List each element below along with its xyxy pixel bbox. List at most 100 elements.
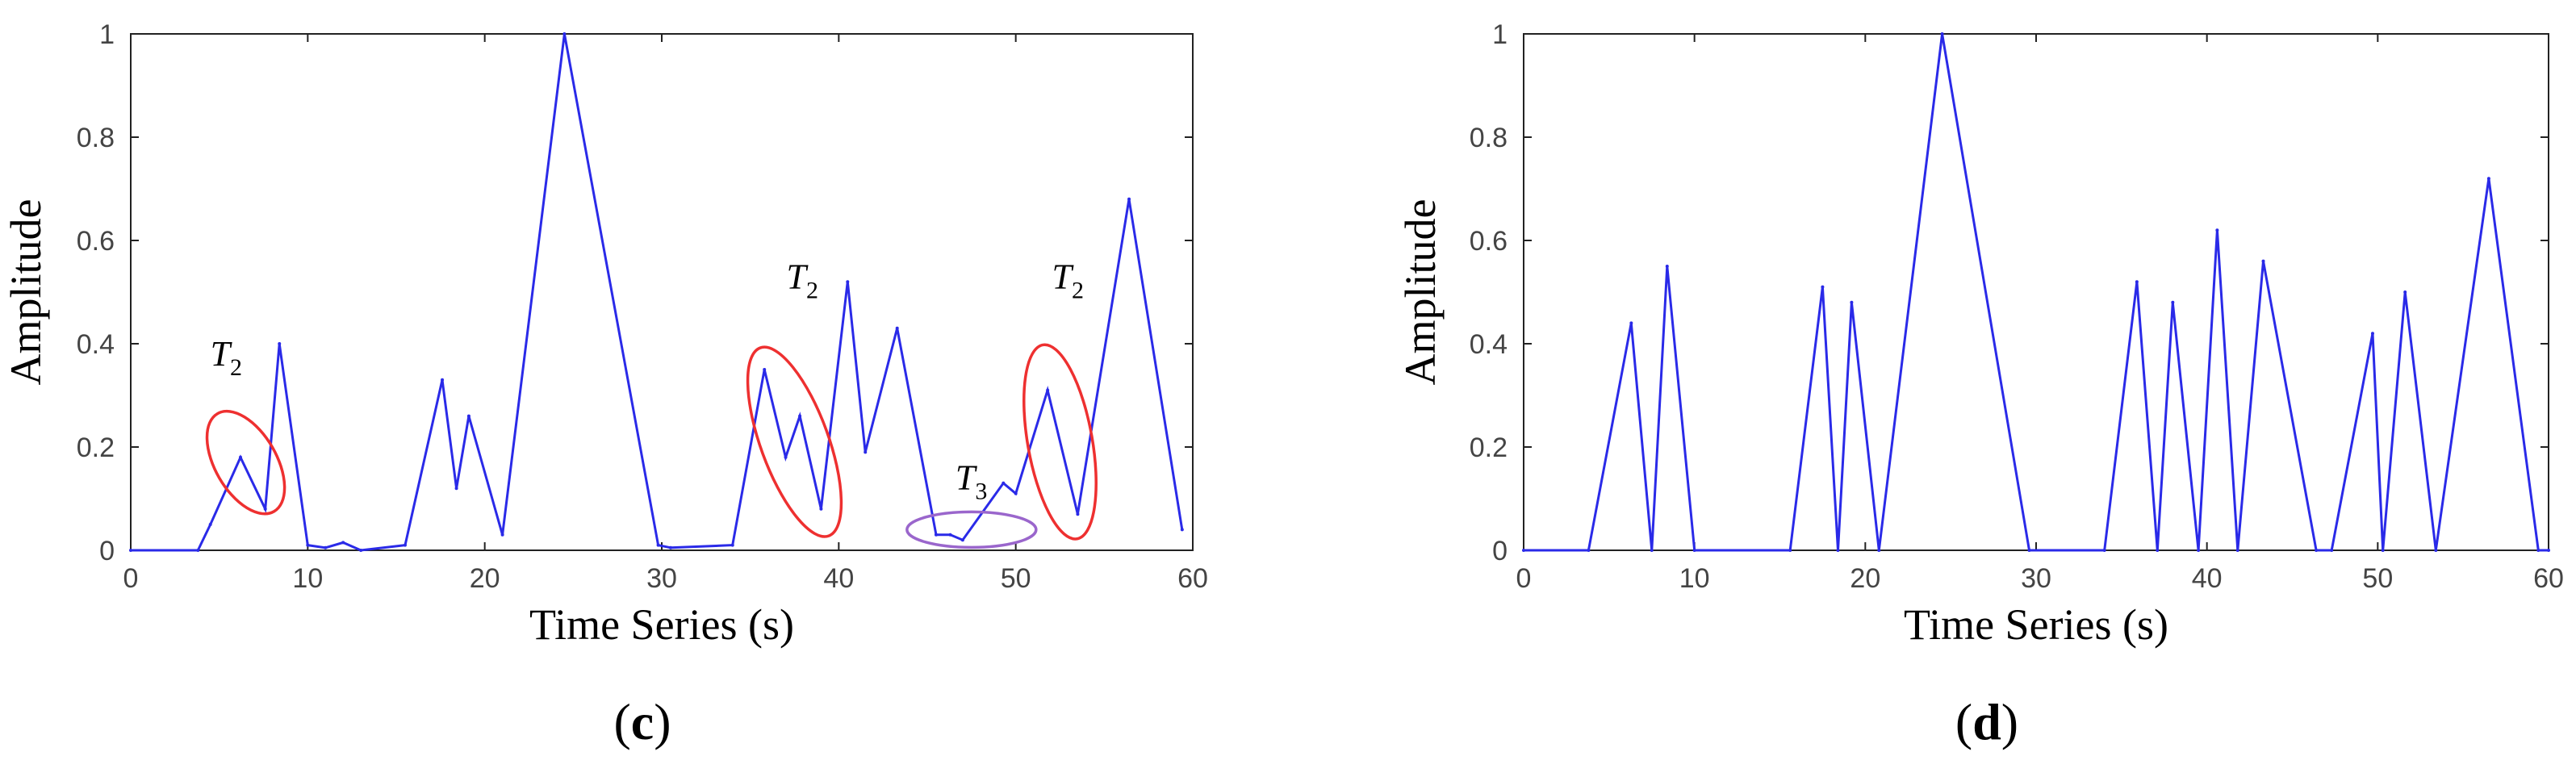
x-tick-label: 0 [1516, 563, 1532, 594]
y-tick-label: 0 [99, 536, 115, 566]
x-tick-label: 50 [2362, 563, 2393, 594]
data-point [562, 32, 567, 36]
data-point [895, 326, 899, 330]
chart-c: 0 10 20 30 40 50 60 0 0.2 0.4 0.6 0.8 1 Time Series (… [2, 19, 1208, 649]
x-tick-label: 40 [823, 563, 854, 594]
plot-frame [1523, 33, 2549, 551]
data-point [2381, 549, 2385, 552]
data-point [1650, 549, 1654, 552]
y-tick-label: 0.2 [77, 432, 115, 463]
y-tick-label: 0.4 [77, 329, 115, 360]
data-point [2547, 549, 2550, 552]
data-point [2536, 549, 2540, 552]
data-point [1821, 285, 1825, 289]
y-tick-label: 0.6 [1470, 226, 1508, 257]
data-point [1076, 512, 1080, 516]
y-tick-label: 0.2 [1470, 432, 1508, 463]
annotation-label: T2 [787, 257, 818, 304]
data-point [2156, 549, 2160, 552]
data-point [798, 414, 802, 418]
annotation-ellipse [205, 409, 286, 516]
x-tick-label: 0 [123, 563, 139, 594]
y-tick-label: 0.8 [1470, 123, 1508, 153]
data-point [208, 523, 212, 526]
chart-d: 0 10 20 30 40 50 60 0 0.2 0.4 0.6 0.8 1 Time Series (… [1396, 19, 2564, 649]
data-point [1850, 300, 1854, 304]
y-axis-label: Amplitude [1396, 199, 1445, 386]
data-point [2171, 300, 2175, 304]
data-point [2434, 549, 2438, 552]
data-point [466, 414, 470, 418]
x-tick-label: 60 [1177, 563, 1208, 594]
annotation-ellipse [905, 510, 1038, 549]
data-point [403, 543, 407, 547]
data-point [1046, 388, 1050, 392]
y-tick-label: 0.8 [77, 123, 115, 153]
data-point [934, 533, 938, 537]
data-point [1180, 528, 1184, 532]
data-point [2102, 549, 2106, 552]
data-point [668, 545, 672, 549]
data-point [1940, 32, 1944, 36]
data-point [1665, 265, 1669, 268]
data-point [763, 368, 767, 371]
data-point [846, 280, 850, 284]
panel-caption-d: (d) [1955, 693, 2019, 750]
data-point [2197, 549, 2201, 552]
data-point [960, 538, 964, 542]
x-axis-label: Time Series (s) [529, 600, 794, 649]
y-tick-label: 1 [1492, 19, 1508, 50]
series-line [1524, 33, 2549, 552]
x-tick-label: 50 [1001, 563, 1031, 594]
data-point [441, 378, 445, 382]
x-axis-label: Time Series (s) [1904, 600, 2168, 649]
y-tick-label: 0 [1492, 536, 1508, 566]
data-point [1788, 549, 1792, 552]
data-point [2370, 332, 2374, 336]
data-point [784, 455, 788, 459]
data-point [864, 450, 868, 454]
data-point [1002, 481, 1006, 485]
data-point [730, 543, 734, 547]
data-point [1587, 549, 1591, 552]
data-point [2235, 549, 2239, 552]
data-point [1629, 321, 1633, 325]
data-point [278, 342, 282, 345]
data-point [819, 507, 823, 511]
data-point [2403, 290, 2407, 294]
data-point [1692, 549, 1696, 552]
data-point [341, 541, 345, 545]
data-point [324, 545, 328, 549]
series-line [131, 33, 1184, 552]
panel-caption-c: (c) [613, 693, 671, 750]
y-tick-label: 0.4 [1470, 329, 1508, 360]
annotation-label: T3 [956, 458, 987, 504]
data-point [1014, 491, 1018, 495]
x-tick-label: 20 [470, 563, 500, 594]
x-tick-label: 10 [292, 563, 323, 594]
data-point [2135, 280, 2139, 284]
x-tick-label: 30 [646, 563, 677, 594]
annotation-label: T2 [1052, 257, 1084, 304]
data-point [1127, 197, 1131, 201]
data-point [454, 487, 458, 491]
x-tick-label: 60 [2533, 563, 2564, 594]
data-point [2486, 177, 2490, 181]
data-point [359, 549, 363, 552]
data-point [1836, 549, 1840, 552]
data-point [2330, 549, 2334, 552]
data-point [656, 543, 660, 547]
data-point [2261, 259, 2265, 263]
data-point [263, 507, 267, 511]
annotation-label: T2 [211, 334, 242, 381]
x-tick-label: 10 [1679, 563, 1710, 594]
data-point [2315, 549, 2319, 552]
data-point [196, 549, 200, 552]
x-tick-label: 20 [1850, 563, 1880, 594]
data-point [1522, 549, 1525, 552]
data-point [1877, 549, 1881, 552]
y-tick-label: 0.6 [77, 226, 115, 257]
data-point [500, 533, 504, 537]
data-point [238, 455, 242, 459]
